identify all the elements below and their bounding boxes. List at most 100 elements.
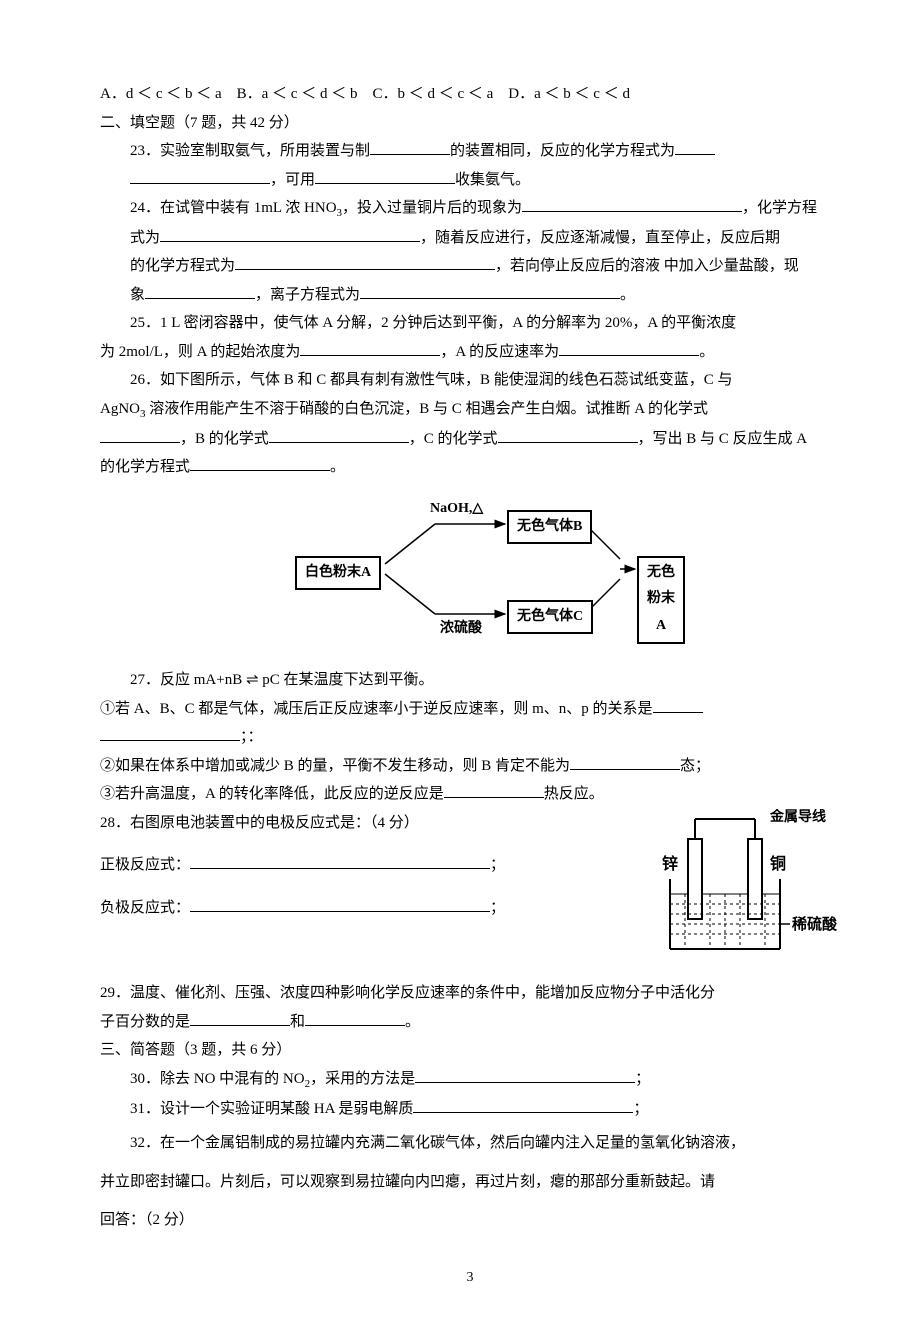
q31-a: 31．设计一个实验证明某酸 HA 是弱电解质 [130,1101,413,1117]
diagram-box-c: 无色气体C [507,600,593,635]
blank [145,283,255,299]
q29-and: 和 [290,1014,305,1030]
q25-line2: 为 2mol/L，则 A 的起始浓度为，A 的反应速率为。 [100,338,840,367]
cell-zn-label: 锌 [662,854,678,873]
q23-l2b: 收集氨气。 [455,172,530,188]
q28-neg-label: 负极反应式： [100,900,190,916]
q29-l2a: 子百分数的是 [100,1014,190,1030]
diagram-label-bot: 浓硫酸 [440,616,482,643]
blank [300,340,440,356]
q25-l2a: 为 2mol/L，则 A 的起始浓度为 [100,344,300,360]
q23-mid1: 的装置相同，反应的化学方程式为 [450,143,675,159]
q26-diagram: 白色粉末A NaOH,△ 无色气体B 浓硫酸 无色气体C 无色粉末A [100,494,840,655]
options-line: A．d ＜ c ＜ b ＜ a B．a ＜ c ＜ d ＜ b C．b ＜ d … [100,80,840,109]
blank [100,427,180,443]
q27-l4a: ②如果在体系中增加或减少 B 的量，平衡不发生移动，则 B 肯定不能为 [100,758,570,774]
blank [269,427,409,443]
q24-l3b: ，若向停止反应后的溶液 中加入少量盐酸，现 [495,258,799,274]
q24-l2b: ，随着反应进行，反应逐渐减慢，直至停止，反应后期 [420,230,780,246]
q24-line2: 式为 ，随着反应进行，反应逐渐减慢，直至停止，反应后期 [100,224,840,253]
blank [100,725,240,741]
q24-l1b: ，投入过量铜片后的现象为 [342,200,522,216]
q28-neg: 负极反应式： ； [100,894,620,923]
q26-l4a: 的化学方程式 [100,459,190,475]
q26-l3c: ，写出 B 与 C 反应生成 A [638,431,808,447]
q27-l2a: ①若 A、B、C 都是气体，减压后正反应速率小于逆反应速率，则 m、n、p 的关… [100,701,653,717]
diagram-box-a2: 无色粉末A [637,556,685,644]
q26-line1: 26．如下图所示，气体 B 和 C 都具有刺有激性气味，B 能使湿润的线色石蕊试… [100,366,840,395]
q24-l4a: 象 [130,287,145,303]
q32-line3: 回答：（2 分） [100,1206,840,1235]
q27-line2: ①若 A、B、C 都是气体，减压后正反应速率小于逆反应速率，则 m、n、p 的关… [100,695,840,724]
q26-l3a: ，B 的化学式 [180,431,269,447]
semi: ； [490,857,505,873]
q26-l4c: 。 [330,459,345,475]
semi: ； [490,900,505,916]
q24-l4b: ，离子方程式为 [255,287,360,303]
q28-row: 28．右图原电池装置中的电极反应式是：（4 分） 正极反应式： ； 负极反应式： ；… [100,809,840,980]
q23-prefix: 23．实验室制取氨气，所用装置与制 [130,143,370,159]
cell-acid-label: 稀硫酸 [792,915,838,933]
q32-line2: 并立即密封罐口。片刻后，可以观察到易拉罐向内凹瘪，再过片刻，瘪的那部分重新鼓起。… [100,1168,840,1197]
q24-line1: 24．在试管中装有 1mL 浓 HNO3，投入过量铜片后的现象为，化学方程 [100,194,840,224]
q29-line1: 29．温度、催化剂、压强、浓度四种影响化学反应速率的条件中，能增加反应物分子中活… [100,979,840,1008]
q26-l2b: 溶液作用能产生不溶于硝酸的白色沉淀，B 与 C 相遇会产生白烟。试推断 A 的化… [146,401,709,417]
q23-line2: ，可用 收集氨气。 [100,166,840,195]
blank [498,427,638,443]
cell-wire-label: 金属导线 [769,809,826,825]
q23-line1: 23．实验室制取氨气，所用装置与制 的装置相同，反应的化学方程式为 [100,137,840,166]
cell-cu-label: 铜 [770,854,786,873]
blank [235,254,495,270]
q30-b: ，采用的方法是 [310,1071,415,1087]
q28-pos-label: 正极反应式： [100,857,190,873]
blank [130,168,270,184]
blank [315,168,455,184]
diagram-box-a: 白色粉末A [295,556,381,591]
q28-title: 28．右图原电池装置中的电极反应式是：（4 分） [100,809,620,838]
blank [190,1010,290,1026]
blank [522,196,742,212]
blank [190,853,490,869]
q29-line2: 子百分数的是和。 [100,1008,840,1037]
blank [305,1010,405,1026]
q30-line: 30．除去 NO 中混有的 NO2，采用的方法是； [100,1065,840,1095]
blank [360,283,620,299]
q27-l5a: ③若升高温度，A 的转化率降低，此反应的逆反应是 [100,786,444,802]
q27-line1: 27．反应 mA+nB ⇌ pC 在某温度下达到平衡。 [100,666,840,695]
galvanic-cell-diagram: 金属导线 锌 铜 稀硫酸 [640,809,840,980]
q28-pos: 正极反应式： ； [100,851,620,880]
blank [675,139,715,155]
blank [413,1097,633,1113]
diagram-label-top: NaOH,△ [430,496,483,523]
q25-line1: 25．1 L 密闭容器中，使气体 A 分解，2 分钟后达到平衡，A 的分解率为 … [100,309,840,338]
section-3-title: 三、简答题（3 题，共 6 分） [100,1036,840,1065]
q26-line4: 的化学方程式 。 [100,453,840,482]
blank [444,782,544,798]
blank [190,455,330,471]
blank [653,697,703,713]
q24-l1c: ，化学方程 [742,200,817,216]
q24-l2a: 式为 [130,230,160,246]
q23-l2a: ，可用 [270,172,315,188]
q32-line1: 32．在一个金属铝制成的易拉罐内充满二氧化碳气体，然后向罐内注入足量的氢氧化钠溶… [100,1129,840,1158]
q31-line: 31．设计一个实验证明某酸 HA 是弱电解质 ； [100,1095,840,1124]
q25-l2c: 。 [699,344,714,360]
diagram-box-b: 无色气体B [507,510,592,545]
blank [160,226,420,242]
q26-l3b: ，C 的化学式 [409,431,498,447]
q24-l1a: 24．在试管中装有 1mL 浓 HNO [130,200,337,216]
q27-line4: ②如果在体系中增加或减少 B 的量，平衡不发生移动，则 B 肯定不能为态； [100,752,840,781]
blank [570,754,680,770]
blank [559,340,699,356]
q31-c: ； [633,1101,648,1117]
q27-l5b: 热反应。 [544,786,604,802]
q26-l2a: AgNO [100,401,140,417]
blank [415,1067,635,1083]
q30-a: 30．除去 NO 中混有的 NO [130,1071,305,1087]
q26-line3: ，B 的化学式 ，C 的化学式 ，写出 B 与 C 反应生成 A [100,425,840,454]
q30-c: ； [635,1071,650,1087]
q26-line2: AgNO3 溶液作用能产生不溶于硝酸的白色沉淀，B 与 C 相遇会产生白烟。试推… [100,395,840,425]
q27-l3a: ；： [240,729,263,745]
blank [370,139,450,155]
q24-l4c: 。 [620,287,635,303]
